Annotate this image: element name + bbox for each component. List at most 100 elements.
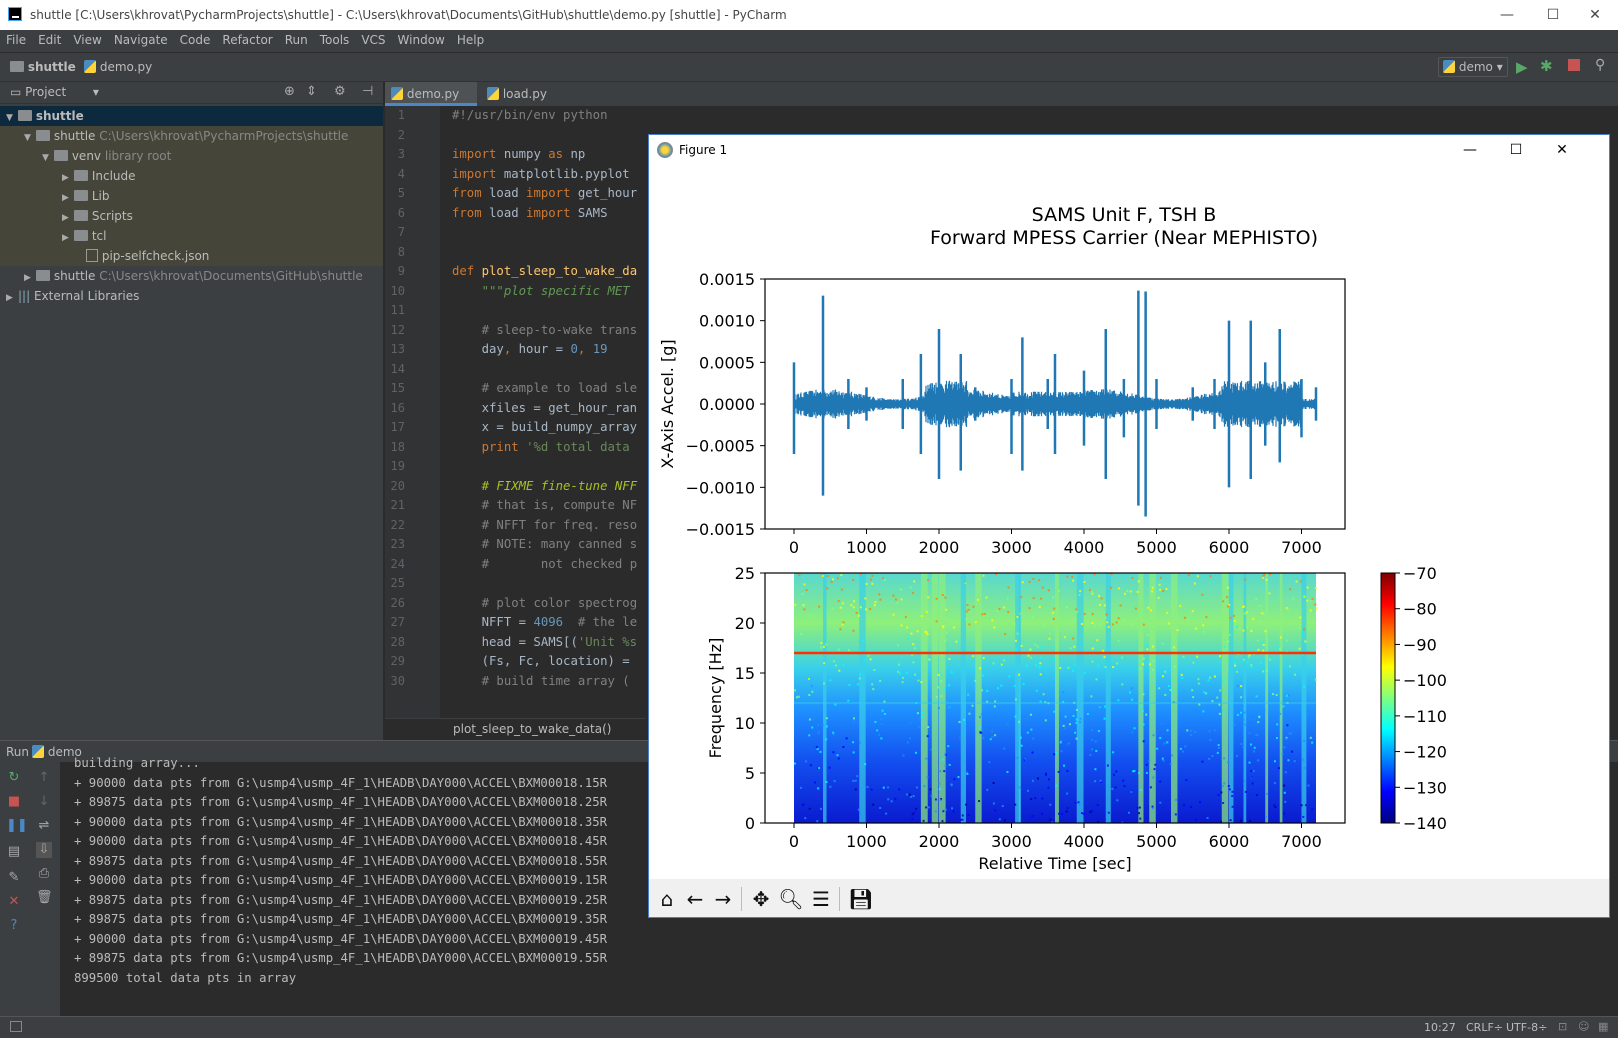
event-log-icon[interactable]: ▦ [1598,1020,1609,1033]
down-arrow-icon[interactable]: ↓ [38,794,50,809]
menu-edit[interactable]: Edit [38,33,62,47]
spectrogram-cell [1168,684,1171,687]
run-config-select[interactable]: demo ▾ [1438,57,1508,77]
close-icon[interactable]: ✕ [8,894,20,909]
menu-help[interactable]: Help [456,33,485,47]
home-icon[interactable]: ⌂ [660,887,674,911]
figure-svg[interactable]: SAMS Unit F, TSH B Forward MPESS Carrier… [649,165,1609,879]
tree-item-venv[interactable]: ▼ venv library root [0,146,383,166]
spectrogram-cell [830,580,833,583]
help-icon[interactable]: ? [10,918,18,933]
locate-icon[interactable]: ⊕ [284,84,295,99]
soft-wrap-icon[interactable]: ⇌ [38,818,50,833]
project-view-select[interactable]: ▭ Project ▾ [10,85,99,99]
project-crumb[interactable]: shuttle [10,60,76,74]
tool-windows-icon[interactable] [10,1021,22,1032]
menu-run[interactable]: Run [284,33,308,47]
layout-icon[interactable]: ▤ [7,844,21,859]
figure-minimize-button[interactable]: — [1463,142,1477,158]
scroll-to-end-icon[interactable]: ⇩ [36,842,52,858]
toolbar-separator [839,887,840,911]
inspector-icon[interactable]: ☺ [1578,1020,1590,1033]
tree-arrow-icon[interactable]: ▼ [42,153,49,163]
code-breadcrumb[interactable]: plot_sleep_to_wake_data() [385,718,645,740]
menu-file[interactable]: File [6,33,27,47]
trash-icon[interactable]: 🗑 [36,890,53,905]
hide-panel-icon[interactable]: ⊣ [362,84,374,99]
tree-item-scripts[interactable]: ▶ Scripts [0,206,383,226]
back-arrow-icon[interactable]: ← [686,887,704,911]
save-icon[interactable]: 💾︎ [848,887,874,911]
folder-icon [74,210,88,221]
pan-icon[interactable]: ✥ [752,887,770,911]
spectrogram-cell [1263,573,1266,576]
spectrogram-cell [1117,587,1120,590]
tree-arrow-icon[interactable]: ▶ [6,293,13,303]
pin-icon[interactable]: ✎ [8,870,20,885]
configure-subplots-icon[interactable]: ☰ [812,887,830,911]
rerun-icon[interactable]: ↻ [8,770,20,785]
spectrogram-cell [923,785,926,788]
spectrogram-cell [1013,622,1016,625]
minimize-button[interactable]: — [1500,7,1514,23]
zoom-icon[interactable]: 🔍︎ [778,887,804,911]
tree-arrow-icon[interactable]: ▶ [62,213,69,223]
tree-item-include[interactable]: ▶ Include [0,166,383,186]
lock-icon[interactable]: ⊡ [1558,1020,1568,1033]
stop-icon[interactable] [1568,59,1580,71]
spectrogram-cell [916,712,919,715]
close-button[interactable]: ✕ [1589,7,1601,23]
up-arrow-icon[interactable]: ↑ [38,770,50,785]
spectrogram-cell [996,609,999,612]
pause-icon[interactable]: ❚❚ [6,818,28,833]
menu-code[interactable]: Code [179,33,211,47]
tree-item-shuttle-root[interactable]: ▼ shuttle [0,106,383,126]
figure-close-button[interactable]: ✕ [1556,142,1568,158]
spectrogram-cell [1021,581,1024,584]
menu-window[interactable]: Window [397,33,445,47]
file-encoding[interactable]: UTF-8÷ [1506,1021,1548,1034]
code-token: # the le [577,615,638,629]
tree-item-pip-selfcheck[interactable]: pip-selfcheck.json [0,246,383,266]
settings-gear-icon[interactable]: ⚙ [334,84,346,99]
tree-arrow-icon[interactable]: ▶ [24,273,31,283]
code-token: head = SAMS[( [452,634,578,649]
menu-vcs[interactable]: VCS [361,33,386,47]
menu-refactor[interactable]: Refactor [222,33,273,47]
line-separator[interactable]: CRLF÷ [1466,1021,1503,1034]
tree-item-external-libraries[interactable]: ▶ ||| External Libraries [0,286,383,306]
tree-arrow-icon[interactable]: ▼ [6,113,13,123]
tree-arrow-icon[interactable]: ▶ [62,193,69,203]
collapse-all-icon[interactable]: ⇕ [306,84,317,99]
tree-item-shuttle-pycharm[interactable]: ▼ shuttle C:\Users\khrovat\PycharmProjec… [0,126,383,146]
spectrogram-cell [1309,736,1312,739]
tree-item-shuttle-github[interactable]: ▶ shuttle C:\Users\khrovat\Documents\Git… [0,266,383,286]
spectrogram-cell [892,613,895,616]
tree-item-tcl[interactable]: ▶ tcl [0,226,383,246]
tree-arrow-icon[interactable]: ▼ [24,133,31,143]
file-crumb[interactable]: demo.py [84,60,152,74]
menu-navigate[interactable]: Navigate [113,33,168,47]
spectrogram-cell [913,811,916,814]
menu-tools[interactable]: Tools [319,33,350,47]
tab-load-py[interactable]: load.py × [481,82,561,125]
tree-arrow-icon[interactable]: ▶ [62,233,69,243]
maximize-button[interactable]: ☐ [1546,7,1560,23]
search-icon[interactable]: ⚲ [1595,57,1606,73]
run-icon[interactable]: ▶ [1516,58,1528,76]
spectrogram-cell [1202,624,1205,627]
figure-maximize-button[interactable]: ☐ [1509,142,1523,158]
menu-view[interactable]: View [73,33,102,47]
print-icon[interactable]: ⎙ [38,866,50,881]
forward-arrow-icon[interactable]: → [714,887,732,911]
tree-arrow-icon[interactable]: ▶ [62,173,69,183]
tree-item-lib[interactable]: ▶ Lib [0,186,383,206]
caret-position[interactable]: 10:27 [1424,1021,1456,1034]
spectrogram-cell [825,643,828,646]
spectrogram-cell [944,596,947,599]
stop-icon[interactable]: ■ [7,794,21,809]
debug-icon[interactable]: ✱ [1540,57,1553,75]
run-config-tab[interactable]: demo [32,745,82,759]
figure-canvas[interactable]: SAMS Unit F, TSH B Forward MPESS Carrier… [649,165,1609,879]
tab-demo-py[interactable]: demo.py × [385,82,477,125]
